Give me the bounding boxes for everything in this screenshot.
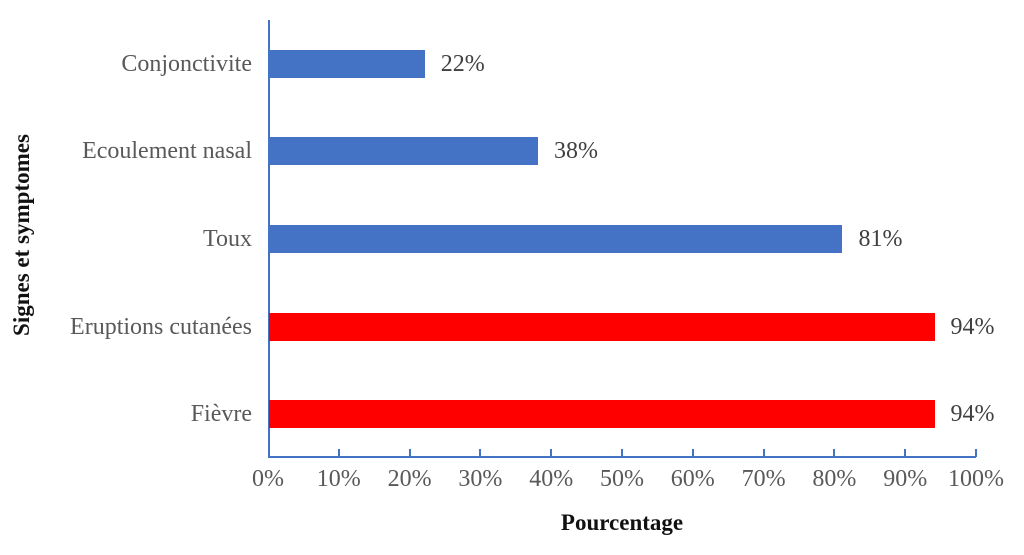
category-label-conjonctivite: Conjonctivite — [121, 50, 252, 77]
bar-fievre — [269, 400, 935, 429]
x-tick-mark-20 — [408, 449, 411, 457]
x-tick-mark-90 — [904, 449, 907, 457]
x-tick-label-40: 40% — [529, 466, 574, 492]
plot-area — [268, 20, 977, 458]
x-tick-mark-40 — [550, 449, 553, 457]
x-tick-label-0: 0% — [252, 466, 284, 492]
x-tick-mark-50 — [621, 449, 623, 457]
category-label-eruptions-cutanees: Eruptions cutanées — [70, 313, 252, 340]
x-tick-mark-30 — [479, 449, 482, 457]
x-tick-label-60: 60% — [670, 466, 715, 492]
x-tick-label-20: 20% — [387, 466, 432, 492]
value-label-eruptions-cutanees: 94% — [950, 313, 995, 340]
x-tick-label-50: 50% — [600, 466, 644, 492]
x-tick-label-30: 30% — [458, 466, 503, 492]
category-label-fievre: Fièvre — [190, 401, 252, 428]
bar-toux — [269, 225, 843, 253]
x-tick-label-80: 80% — [812, 466, 857, 492]
x-tick-label-100: 100% — [948, 466, 1004, 492]
x-axis-line — [268, 456, 976, 458]
category-label-toux: Toux — [203, 226, 252, 252]
x-tick-label-90: 90% — [883, 466, 928, 492]
value-label-ecoulement-nasal: 38% — [554, 138, 599, 165]
x-axis-title: Pourcentage — [560, 510, 684, 535]
x-tick-mark-80 — [833, 449, 836, 457]
value-label-toux: 81% — [858, 226, 903, 252]
x-tick-mark-70 — [762, 449, 765, 457]
x-tick-label-10: 10% — [316, 466, 361, 492]
x-tick-mark-10 — [337, 449, 340, 457]
x-tick-mark-100 — [975, 449, 977, 457]
x-tick-mark-60 — [691, 449, 694, 457]
bar-ecoulement-nasal — [269, 137, 539, 166]
value-label-conjonctivite: 22% — [440, 50, 485, 77]
x-tick-label-70: 70% — [741, 466, 786, 492]
value-label-fievre: 94% — [950, 401, 995, 428]
category-label-ecoulement-nasal: Ecoulement nasal — [82, 138, 252, 165]
bar-conjonctivite — [269, 49, 425, 78]
bar-eruptions-cutanees — [269, 312, 935, 341]
